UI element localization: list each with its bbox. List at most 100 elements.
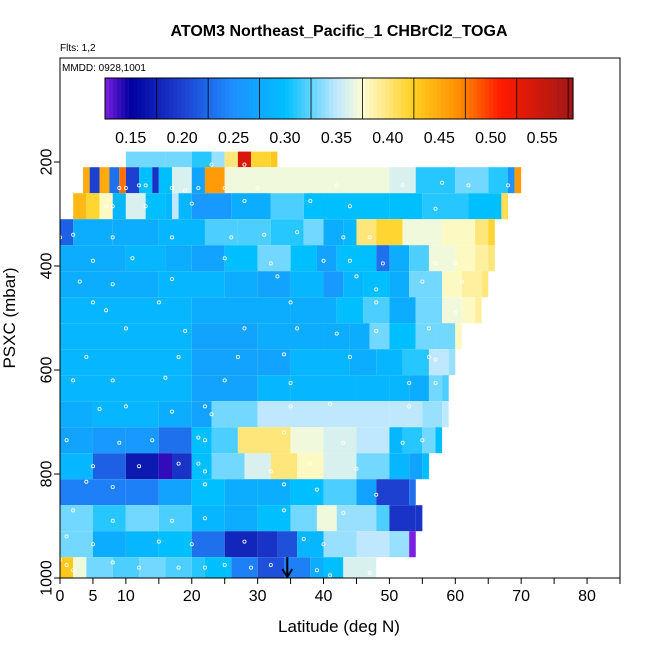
observation-point: [308, 461, 313, 466]
colorbar-swatch: [417, 78, 422, 119]
heatmap-cell: [257, 401, 324, 428]
y-axis: 200 400 600 800 1000: [39, 149, 60, 596]
heatmap-cell: [191, 557, 205, 578]
heatmap-cell: [356, 427, 390, 454]
observation-point: [433, 261, 438, 266]
heatmap-cell: [389, 375, 410, 402]
heatmap-cell: [488, 245, 495, 272]
heatmap-cell: [257, 531, 278, 558]
y-tick-label: 1000: [39, 560, 56, 596]
heatmap-cell: [165, 245, 192, 272]
colorbar-tick-label: 0.50: [475, 130, 506, 147]
heatmap-cell: [422, 193, 469, 220]
observation-point: [268, 469, 273, 474]
heatmap-cell: [356, 453, 390, 480]
observation-point: [334, 183, 339, 188]
observation-point: [281, 482, 286, 487]
colorbar-swatch: [429, 78, 434, 119]
colorbar-swatch: [109, 78, 114, 119]
x-tick-label: 0: [56, 588, 65, 605]
flights-label: Flts: 1,2: [60, 43, 96, 54]
colorbar-swatch: [497, 78, 502, 119]
observation-point: [242, 326, 247, 331]
observation-point: [347, 204, 352, 209]
observation-point: [84, 354, 89, 359]
heatmap-cell: [475, 297, 482, 324]
heatmap-cell: [323, 219, 344, 246]
heatmap-cell: [448, 349, 456, 376]
observation-point: [466, 183, 471, 188]
observation-point: [143, 183, 148, 188]
heatmap-cell: [356, 375, 390, 402]
observation-point: [354, 274, 359, 279]
heatmap-cell: [237, 427, 291, 454]
colorbar-tick-label: 0.35: [321, 130, 352, 147]
observation-point: [90, 464, 95, 469]
heatmap-cell: [224, 505, 258, 532]
observation-point: [169, 276, 174, 281]
heatmap-cell: [139, 557, 166, 578]
heatmap-cell: [125, 193, 146, 220]
heatmap-cell: [461, 271, 482, 298]
observation-point: [301, 537, 306, 542]
colorbar-swatch: [461, 78, 466, 119]
heatmap-cell: [343, 271, 364, 298]
colorbar-swatch: [377, 78, 382, 119]
heatmap-cell: [83, 167, 90, 194]
observation-point: [110, 560, 115, 565]
heatmap-cell: [323, 557, 344, 578]
colorbar-swatch: [517, 78, 522, 119]
heatmap-cell: [158, 271, 225, 298]
heatmap-cell: [60, 505, 93, 532]
heatmap-cell: [290, 349, 350, 376]
colorbar-swatch: [133, 78, 138, 119]
observation-point: [295, 326, 300, 331]
observation-point: [367, 235, 372, 240]
observation-point: [453, 261, 458, 266]
observation-point: [137, 183, 142, 188]
observation-point: [281, 508, 286, 513]
heatmap-cell: [409, 375, 429, 402]
observation-point: [104, 308, 109, 313]
heatmap-cell: [402, 349, 429, 376]
heatmap-cell: [172, 167, 192, 194]
heatmap-cell: [257, 271, 291, 298]
heatmap-cell: [290, 505, 317, 532]
heatmap-cell: [290, 479, 324, 506]
colorbar-tick-label: 0.30: [269, 130, 300, 147]
y-tick-label: 600: [39, 357, 56, 384]
colorbar-swatch: [545, 78, 550, 119]
colorbar-swatch: [225, 78, 230, 119]
heatmap-cell: [224, 271, 258, 298]
heatmap-cell: [369, 557, 377, 578]
observation-point: [209, 412, 214, 417]
heatmap-cell: [442, 401, 449, 428]
heatmap-cell: [224, 531, 258, 558]
heatmap-cell: [125, 245, 166, 272]
heatmap-cell: [191, 297, 291, 324]
heatmap-cell: [165, 557, 192, 578]
heatmap-cell: [224, 151, 238, 168]
heatmap-cell: [92, 453, 126, 480]
colorbar-swatch: [485, 78, 490, 119]
colorbar-swatch: [437, 78, 442, 119]
heatmap-cell: [152, 167, 159, 194]
plot-frame: [59, 57, 621, 579]
heatmap-cell: [89, 167, 100, 194]
colorbar-swatch: [421, 78, 426, 119]
colorbar-swatch: [173, 78, 178, 119]
heatmap-cell: [336, 505, 377, 532]
heatmap-cell: [73, 193, 87, 220]
heatmap-cell: [435, 427, 443, 454]
observation-point: [433, 357, 438, 362]
heatmap-cell: [369, 323, 390, 350]
observation-point: [222, 563, 227, 568]
colorbar-swatch: [373, 78, 378, 119]
arrow-head: [281, 568, 294, 579]
observation-point: [288, 300, 293, 305]
heatmap-cell: [323, 323, 350, 350]
colorbar-swatch: [337, 78, 342, 119]
observation-point: [117, 185, 122, 190]
heatmap-cell: [409, 479, 416, 506]
colorbar-swatch: [465, 78, 470, 119]
